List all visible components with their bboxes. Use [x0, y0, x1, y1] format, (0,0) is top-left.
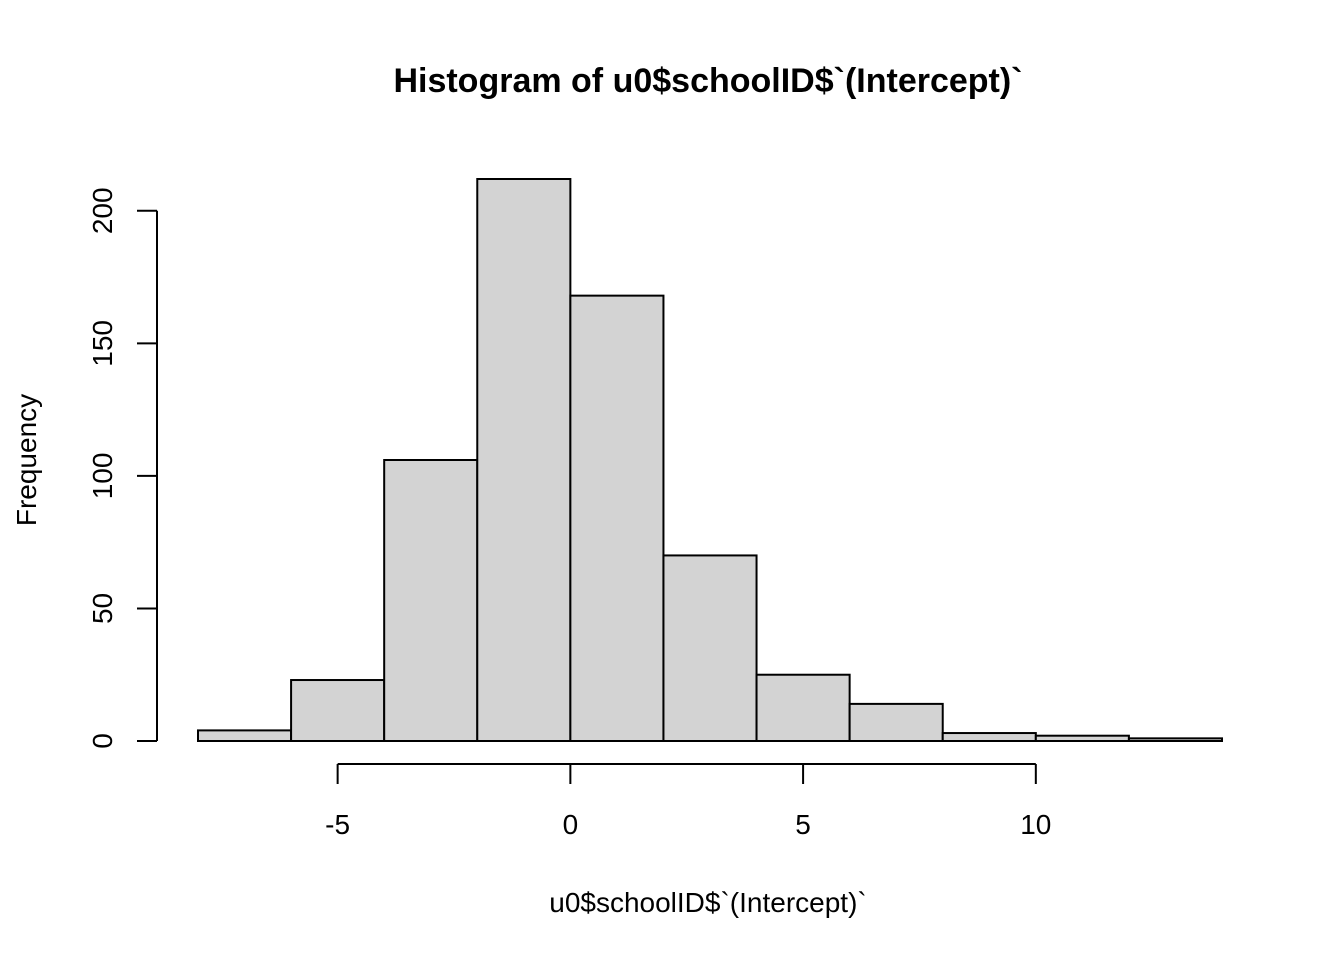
y-tick-label: 150: [87, 320, 118, 367]
histogram-bar: [290, 679, 386, 743]
y-axis: 0 50 100 150 200: [87, 187, 158, 749]
x-axis-label: u0$schoolID$`(Intercept)`: [549, 887, 866, 918]
x-axis: -5 0 5 10: [325, 763, 1051, 840]
x-tick-label: 0: [563, 809, 579, 840]
histogram-bar: [476, 178, 572, 742]
histogram-bar: [1034, 734, 1130, 743]
histogram-bar: [1127, 737, 1223, 743]
y-axis-label: Frequency: [11, 394, 42, 526]
y-tick-label: 0: [87, 733, 118, 749]
histogram-bar: [848, 702, 944, 742]
y-tick-label: 50: [87, 593, 118, 624]
y-tick-label: 100: [87, 453, 118, 500]
bars-group: [197, 178, 1223, 743]
histogram-bar: [197, 729, 293, 743]
histogram-bar: [662, 554, 758, 742]
x-tick-label: 5: [795, 809, 811, 840]
histogram-bar: [383, 459, 479, 742]
histogram-bar: [941, 732, 1037, 743]
x-tick-label: 10: [1020, 809, 1051, 840]
y-tick-label: 200: [87, 187, 118, 234]
x-tick-label: -5: [325, 809, 350, 840]
histogram-bar: [569, 294, 665, 742]
chart-title: Histogram of u0$schoolID$`(Intercept)`: [393, 62, 1022, 100]
histogram-bar: [755, 673, 851, 743]
